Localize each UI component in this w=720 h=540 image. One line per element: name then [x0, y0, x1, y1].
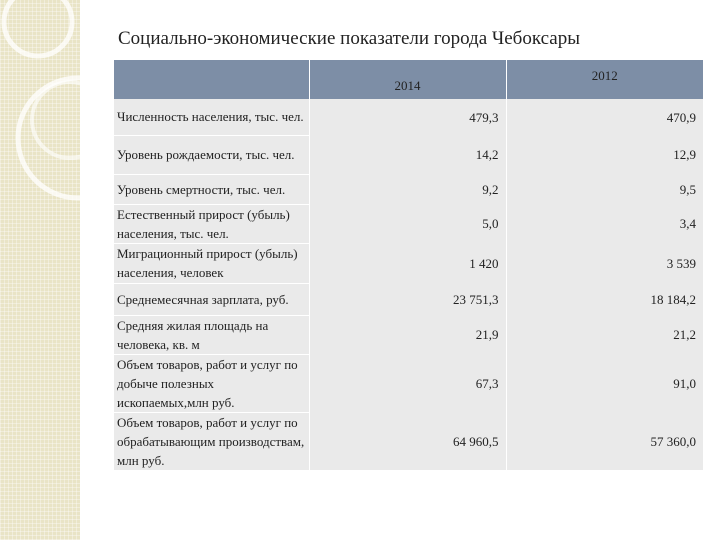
table-row: Численность населения, тыс. чел. 479,3 4…: [114, 99, 703, 136]
table-row: Естественный прирост (убыль) населения, …: [114, 204, 703, 244]
table-row: Уровень рождаемости, тыс. чел. 14,2 12,9: [114, 135, 703, 175]
value-2014: 23 751,3: [308, 283, 506, 315]
row-label: Миграционный прирост (убыль) населения, …: [114, 243, 309, 284]
value-2012: 91,0: [505, 354, 703, 412]
row-label: Естественный прирост (убыль) населения, …: [114, 204, 309, 244]
value-2012: 57 360,0: [505, 412, 703, 470]
table-row: Миграционный прирост (убыль) населения, …: [114, 243, 703, 284]
table-row: Средняя жилая площадь на человека, кв. м…: [114, 315, 703, 355]
value-2012: 3,4: [505, 204, 703, 243]
header-year-2012: 2012: [506, 60, 703, 99]
value-2014: 5,0: [308, 204, 506, 243]
value-2014: 479,3: [308, 99, 506, 135]
value-2012: 18 184,2: [505, 283, 703, 315]
table-header-row: 2014 2012: [114, 60, 703, 99]
row-label: Объем товаров, работ и услуг по добыче п…: [114, 354, 309, 413]
value-2014: 67,3: [308, 354, 506, 412]
indicators-table: 2014 2012 Численность населения, тыс. че…: [114, 60, 703, 471]
value-2012: 12,9: [505, 135, 703, 174]
header-empty-cell: [114, 60, 310, 99]
row-label: Среднемесячная зарплата, руб.: [114, 283, 309, 316]
header-year-2014: 2014: [309, 60, 507, 99]
value-2014: 64 960,5: [308, 412, 506, 470]
value-2014: 21,9: [308, 315, 506, 354]
table-row: Уровень смертности, тыс. чел. 9,2 9,5: [114, 174, 703, 205]
row-label: Уровень смертности, тыс. чел.: [114, 174, 309, 205]
decorative-side-strip: [0, 0, 80, 540]
table-row: Среднемесячная зарплата, руб. 23 751,3 1…: [114, 283, 703, 316]
value-2014: 14,2: [308, 135, 506, 174]
value-2012: 9,5: [505, 174, 703, 204]
value-2014: 9,2: [308, 174, 506, 204]
value-2012: 470,9: [505, 99, 703, 135]
slide-title: Социально-экономические показатели город…: [118, 28, 580, 49]
row-label: Численность населения, тыс. чел.: [114, 99, 309, 136]
decorative-circles: [1, 0, 80, 201]
row-label: Объем товаров, работ и услуг по обрабаты…: [114, 412, 309, 471]
table-row: Объем товаров, работ и услуг по добыче п…: [114, 354, 703, 413]
value-2012: 3 539: [505, 243, 703, 283]
value-2014: 1 420: [308, 243, 506, 283]
row-label: Уровень рождаемости, тыс. чел.: [114, 135, 309, 175]
table-row: Объем товаров, работ и услуг по обрабаты…: [114, 412, 703, 471]
row-label: Средняя жилая площадь на человека, кв. м: [114, 315, 309, 355]
value-2012: 21,2: [505, 315, 703, 354]
